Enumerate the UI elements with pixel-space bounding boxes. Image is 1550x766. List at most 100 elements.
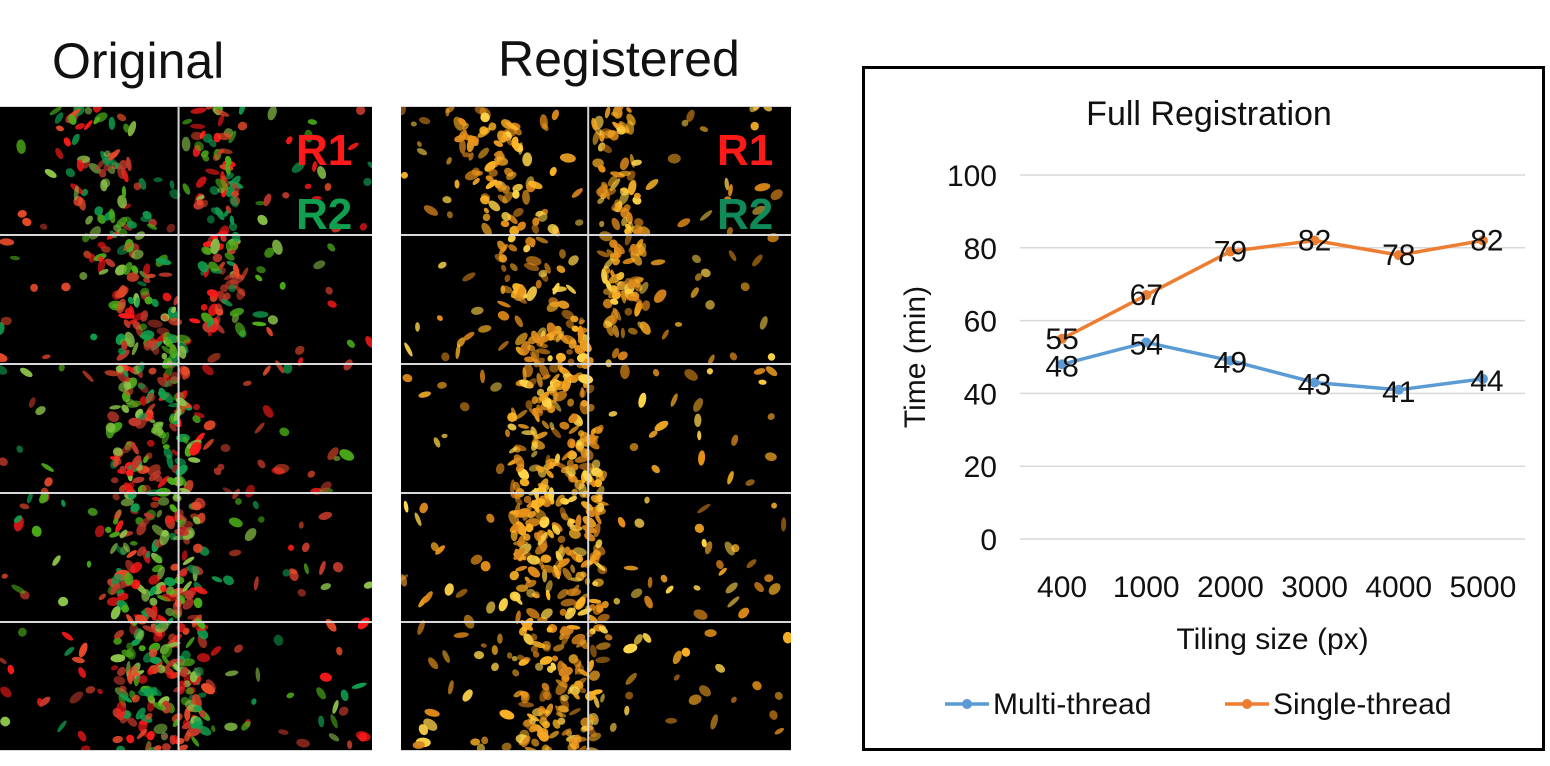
cell bbox=[355, 731, 371, 742]
cell bbox=[252, 311, 269, 318]
cell bbox=[127, 319, 138, 325]
cell bbox=[694, 273, 702, 281]
cell bbox=[192, 676, 202, 686]
cell bbox=[110, 583, 119, 596]
cell bbox=[684, 369, 698, 381]
cell bbox=[28, 397, 36, 408]
cell bbox=[532, 407, 544, 417]
cell bbox=[522, 367, 527, 382]
cell bbox=[564, 374, 580, 382]
cell bbox=[140, 215, 152, 223]
cell bbox=[182, 581, 192, 592]
cell bbox=[625, 691, 634, 700]
cell bbox=[700, 268, 711, 278]
cell bbox=[65, 168, 75, 178]
cell bbox=[86, 560, 92, 568]
cell bbox=[688, 694, 702, 705]
cell bbox=[506, 136, 512, 146]
cell bbox=[61, 499, 66, 507]
cell bbox=[215, 207, 225, 221]
cell bbox=[130, 455, 142, 470]
cell bbox=[568, 528, 581, 539]
cell bbox=[61, 631, 74, 641]
channel-label-r2-registered: R2 bbox=[717, 190, 774, 239]
cell bbox=[212, 253, 223, 263]
cell bbox=[193, 597, 203, 609]
cell bbox=[16, 445, 23, 453]
cell bbox=[159, 530, 170, 546]
cell bbox=[507, 234, 516, 243]
cell bbox=[459, 402, 470, 412]
cell bbox=[633, 634, 643, 645]
cell bbox=[519, 478, 530, 487]
cell bbox=[514, 444, 527, 452]
cell bbox=[559, 608, 567, 616]
cell bbox=[754, 183, 771, 192]
cell bbox=[533, 572, 540, 578]
cell bbox=[228, 549, 242, 557]
cell bbox=[430, 542, 439, 552]
cell bbox=[166, 454, 174, 469]
cell bbox=[546, 665, 554, 673]
cell bbox=[121, 340, 128, 351]
cell bbox=[642, 632, 652, 643]
original-panel-title: Original bbox=[52, 33, 225, 89]
cell bbox=[56, 125, 64, 132]
cell bbox=[291, 161, 305, 173]
cell bbox=[137, 383, 146, 390]
cell bbox=[423, 591, 433, 604]
cell bbox=[629, 442, 639, 452]
cell bbox=[578, 483, 587, 498]
cell bbox=[517, 423, 530, 429]
cell bbox=[510, 479, 515, 495]
cell bbox=[332, 699, 339, 714]
cell bbox=[137, 281, 147, 287]
cell bbox=[571, 633, 586, 645]
cell bbox=[498, 243, 508, 256]
cell bbox=[546, 626, 553, 633]
cell bbox=[403, 500, 409, 513]
cell bbox=[282, 569, 291, 577]
cell bbox=[568, 255, 579, 266]
cell bbox=[575, 639, 587, 648]
data-point bbox=[1057, 333, 1068, 344]
cell bbox=[214, 315, 221, 325]
cell bbox=[595, 642, 611, 650]
cell bbox=[578, 668, 589, 677]
cell bbox=[574, 455, 590, 463]
cell bbox=[578, 374, 594, 384]
legend-swatch-marker bbox=[1242, 699, 1252, 709]
cell bbox=[442, 196, 452, 204]
cell bbox=[229, 307, 244, 317]
cell bbox=[418, 391, 431, 398]
cell bbox=[566, 518, 574, 527]
data-label: 44 bbox=[1470, 365, 1503, 398]
cell bbox=[201, 683, 215, 695]
cell bbox=[527, 566, 541, 578]
legend-swatch-marker bbox=[962, 699, 972, 709]
cell bbox=[634, 218, 644, 227]
cell bbox=[526, 713, 540, 722]
cell bbox=[506, 171, 517, 181]
cell bbox=[540, 608, 553, 619]
cell bbox=[587, 727, 597, 738]
x-tick-label: 4000 bbox=[1365, 571, 1432, 604]
cell bbox=[149, 340, 160, 355]
data-point bbox=[1393, 384, 1404, 395]
cell bbox=[201, 246, 212, 256]
cell bbox=[596, 424, 604, 434]
cell bbox=[497, 194, 508, 204]
cell bbox=[255, 667, 261, 682]
cell bbox=[531, 224, 540, 234]
cell bbox=[745, 479, 755, 486]
cell bbox=[108, 116, 116, 130]
cell bbox=[58, 596, 69, 607]
cell bbox=[570, 564, 576, 574]
cell bbox=[566, 624, 581, 630]
cell bbox=[76, 159, 84, 172]
cell bbox=[513, 207, 524, 217]
cell bbox=[693, 585, 701, 591]
cell bbox=[0, 716, 11, 727]
cell bbox=[553, 644, 565, 652]
cell bbox=[770, 189, 783, 201]
